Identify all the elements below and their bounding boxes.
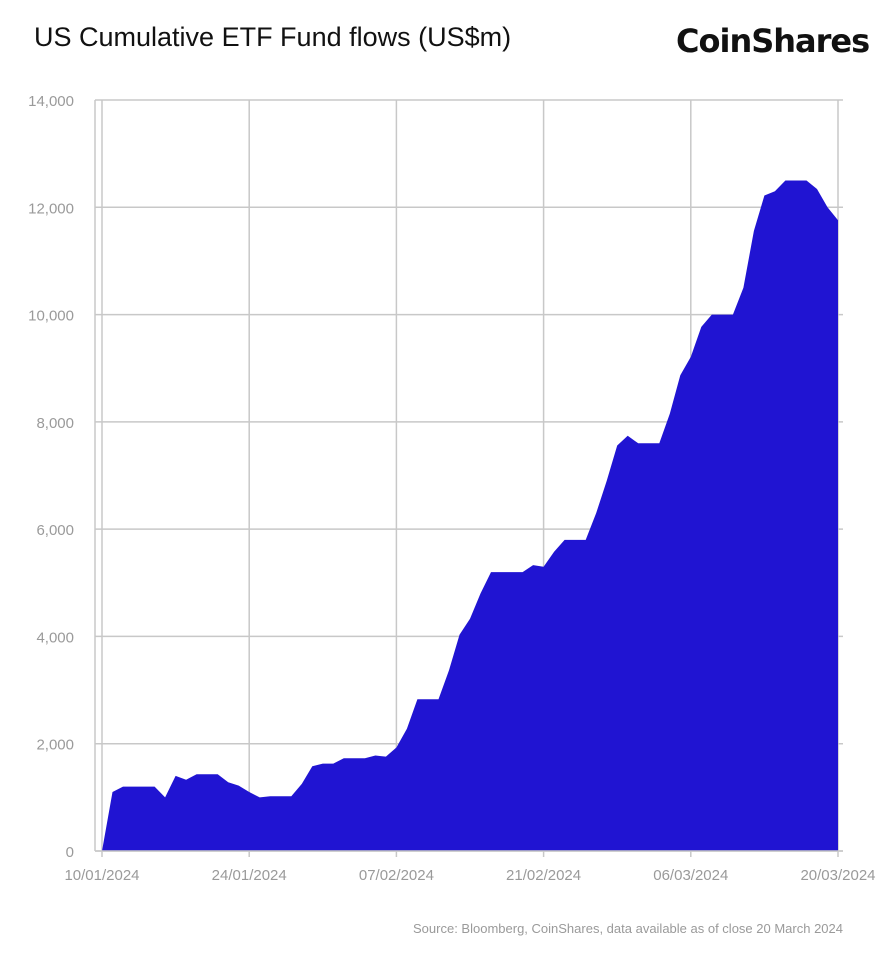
y-tick-label: 0	[66, 844, 74, 861]
chart-title: US Cumulative ETF Fund flows (US$m)	[34, 22, 512, 52]
axis-lines	[94, 100, 843, 857]
x-tick-label: 21/02/2024	[506, 867, 581, 884]
source-note: Source: Bloomberg, CoinShares, data avai…	[413, 921, 843, 936]
grid-lines	[95, 99, 843, 852]
y-tick-label: 4,000	[36, 629, 74, 646]
x-tick-label: 20/03/2024	[800, 867, 875, 884]
x-tick-label: 24/01/2024	[212, 867, 287, 884]
y-tick-label: 6,000	[36, 522, 74, 539]
y-axis-ticks: 0 2,000 4,000 6,000 8,000 10,000 12,000 14,000	[28, 93, 74, 861]
x-tick-label: 06/03/2024	[653, 867, 728, 884]
y-tick-label: 8,000	[36, 415, 74, 432]
cumulative-flow-area	[102, 180, 838, 851]
x-axis-ticks: 10/01/2024 24/01/2024 07/02/2024 21/02/2024…	[64, 867, 875, 884]
coinshares-logo: CoinShares	[676, 22, 870, 60]
x-tick-label: 07/02/2024	[359, 867, 434, 884]
y-tick-label: 12,000	[28, 200, 74, 217]
y-tick-label: 2,000	[36, 737, 74, 754]
y-tick-label: 14,000	[28, 93, 74, 110]
y-tick-label: 10,000	[28, 308, 74, 325]
x-tick-label: 10/01/2024	[64, 867, 139, 884]
